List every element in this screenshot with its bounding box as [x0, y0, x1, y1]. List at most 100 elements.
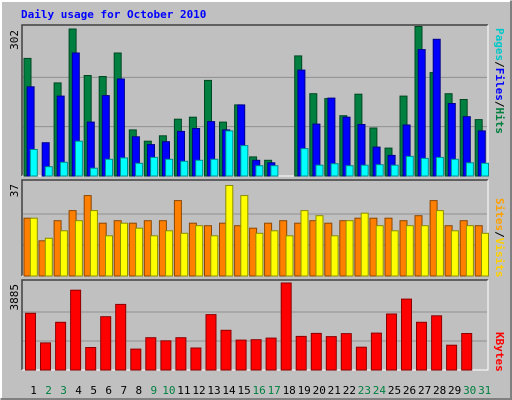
x-tick-label-25: 25 — [388, 384, 401, 397]
x-axis-labels: 1 2 3 4 5 6 7 8 9 10 11 12 13 14 15 16 17 18 19 20 21 22 23 24 2… — [30, 384, 491, 397]
kbytes-bar-kbytes-1 — [25, 312, 36, 371]
visits-bar-sites-22 — [345, 220, 354, 277]
kbytes-bar-kbytes-8 — [130, 348, 142, 371]
visits-bar-sites-5 — [89, 210, 98, 277]
x-tick-label-17: 17 — [268, 384, 281, 397]
visits-bar-sites-24 — [375, 225, 384, 277]
kbytes-bar-kbytes-28 — [431, 315, 443, 371]
visits-bar-sites-4 — [74, 220, 83, 277]
panel-hits-bevel-dark — [21, 24, 488, 176]
visits-bar-sites-3 — [59, 230, 68, 277]
legend-kbytes: KBytes — [493, 332, 506, 372]
visits-bar-sites-10 — [165, 230, 174, 277]
kbytes-bar-kbytes-29 — [446, 344, 458, 371]
panel-hits: 302 Pages/Files/Hits — [8, 24, 506, 177]
visits-bar-sites-27 — [420, 225, 429, 277]
visits-bar-sites-18 — [285, 235, 294, 277]
hits-bar-pages-21 — [330, 163, 339, 177]
visits-bar-sites-28 — [435, 210, 444, 277]
kbytes-bar-kbytes-22 — [340, 333, 352, 371]
panel-kbytes-max-label: 3885 — [8, 284, 21, 311]
visits-bar-sites-9 — [150, 235, 159, 277]
x-tick-label-19: 19 — [298, 384, 311, 397]
panel-visits-legend: Sites/Visits — [493, 198, 506, 278]
x-tick-label-3: 3 — [60, 384, 67, 397]
kbytes-bar-kbytes-2 — [40, 342, 51, 371]
x-tick-label-29: 29 — [448, 384, 461, 397]
x-tick-label-7: 7 — [120, 384, 127, 397]
x-tick-label-22: 22 — [343, 384, 356, 397]
legend-pages: Pages — [493, 28, 506, 61]
legend-visits: Visits — [493, 238, 506, 278]
hits-bar-pages-6 — [105, 158, 113, 177]
kbytes-bar-kbytes-9 — [145, 337, 157, 371]
kbytes-bar-kbytes-6 — [100, 316, 112, 371]
hits-bar-pages-31 — [481, 162, 489, 177]
x-tick-label-16: 16 — [252, 384, 265, 397]
kbytes-bar-kbytes-17 — [265, 337, 277, 371]
kbytes-bar-kbytes-27 — [416, 321, 427, 371]
kbytes-bar-kbytes-3 — [55, 321, 67, 371]
kbytes-bar-kbytes-15 — [235, 339, 247, 371]
x-tick-label-30: 30 — [463, 384, 476, 397]
hits-bar-pages-25 — [390, 164, 399, 177]
visits-bar-sites-15 — [240, 195, 249, 277]
hits-bar-pages-7 — [120, 157, 128, 177]
panel-hits-bars — [23, 26, 489, 177]
hits-bar-pages-30 — [465, 162, 474, 177]
x-tick-label-26: 26 — [403, 384, 416, 397]
x-tick-label-12: 12 — [192, 384, 205, 397]
legend-hits: Hits — [493, 108, 506, 135]
x-tick-label-11: 11 — [177, 384, 190, 397]
hits-bar-pages-28 — [435, 156, 444, 177]
hits-bar-pages-14 — [225, 130, 234, 177]
kbytes-bar-kbytes-23 — [355, 346, 367, 371]
visits-bar-sites-2 — [44, 237, 53, 277]
x-tick-label-14: 14 — [222, 384, 236, 397]
panel-kbytes-legend: KBytes — [493, 332, 506, 372]
visits-bar-sites-30 — [465, 225, 474, 277]
panel-hits-max-label: 302 — [8, 30, 21, 50]
chart-title: Daily usage for October 2010 — [21, 8, 206, 21]
hits-bar-pages-16 — [255, 165, 264, 177]
kbytes-bar-kbytes-30 — [461, 333, 473, 371]
visits-bar-sites-11 — [180, 232, 189, 277]
kbytes-bar-kbytes-21 — [325, 336, 337, 371]
hits-bar-pages-1 — [29, 149, 38, 177]
hits-bar-pages-8 — [135, 162, 144, 177]
x-tick-label-10: 10 — [162, 384, 175, 397]
kbytes-bar-kbytes-26 — [401, 298, 412, 371]
visits-bar-sites-31 — [481, 232, 489, 277]
hits-bar-pages-3 — [59, 161, 68, 177]
hits-bar-pages-27 — [420, 157, 429, 177]
x-tick-label-6: 6 — [105, 384, 112, 397]
x-tick-label-28: 28 — [433, 384, 446, 397]
visits-bar-sites-6 — [105, 235, 113, 277]
hits-bar-pages-11 — [180, 160, 189, 177]
visits-bar-sites-16 — [255, 232, 264, 277]
legend-sep-1: / — [493, 61, 506, 68]
hits-bar-pages-22 — [345, 165, 354, 177]
visits-bar-sites-14 — [225, 185, 234, 277]
kbytes-bar-kbytes-10 — [160, 340, 172, 371]
visits-bar-sites-8 — [135, 227, 144, 277]
x-tick-label-27: 27 — [418, 384, 431, 397]
x-tick-label-4: 4 — [75, 384, 82, 397]
x-tick-label-21: 21 — [328, 384, 341, 397]
visits-bar-sites-7 — [120, 222, 128, 277]
kbytes-bar-kbytes-24 — [370, 332, 382, 371]
hits-bar-pages-12 — [195, 159, 204, 177]
hits-bar-pages-17 — [270, 165, 279, 177]
panel-kbytes: 3885 KBytes — [8, 279, 506, 372]
x-tick-label-24: 24 — [373, 384, 387, 397]
panel-hits-legend: Pages/Files/Hits — [493, 28, 506, 134]
visits-bar-sites-17 — [270, 230, 279, 277]
legend-sites: Sites — [493, 198, 506, 231]
kbytes-bar-kbytes-11 — [175, 337, 187, 371]
hits-bar-pages-15 — [240, 145, 249, 177]
kbytes-bar-kbytes-14 — [220, 329, 232, 371]
hits-bar-files-28 — [432, 38, 441, 177]
panel-kbytes-bars — [25, 282, 473, 371]
